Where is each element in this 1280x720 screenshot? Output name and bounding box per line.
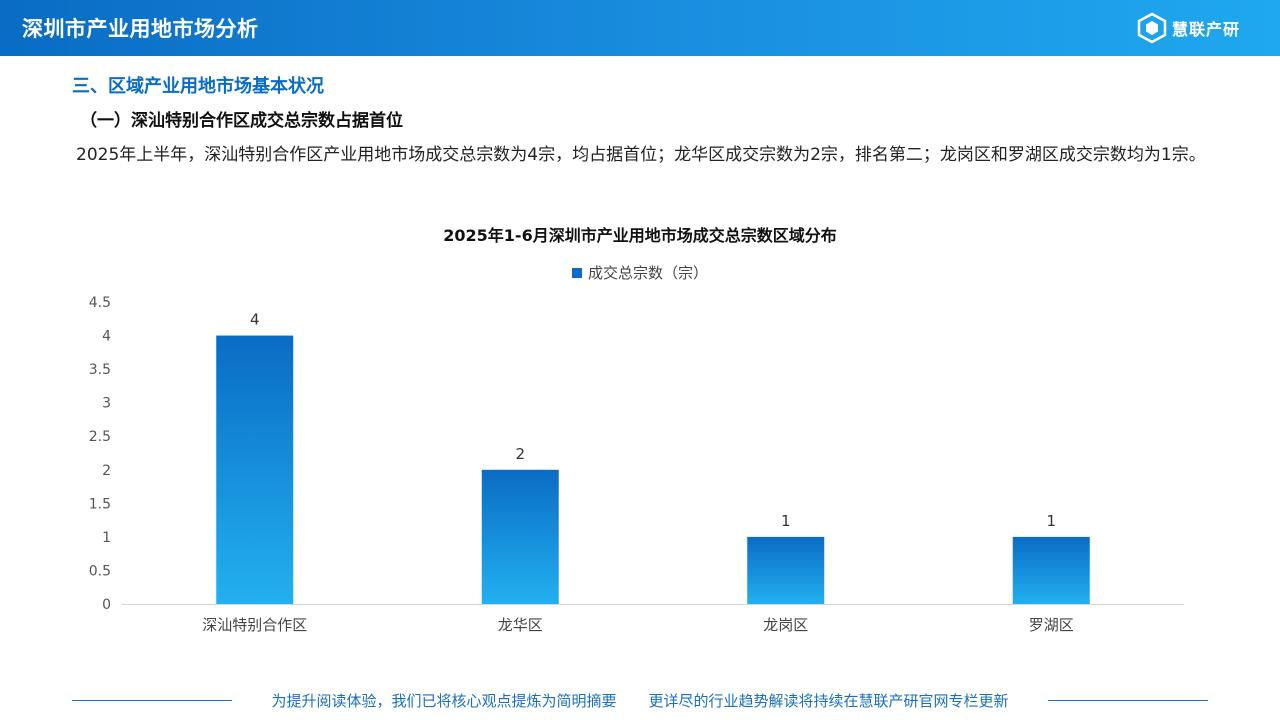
bar-data-label: 2 bbox=[515, 445, 525, 463]
y-tick-label: 4 bbox=[102, 329, 111, 345]
section-title: 三、区域产业用地市场基本状况 bbox=[72, 76, 324, 97]
x-tick-label: 龙华区 bbox=[498, 616, 543, 634]
chart-legend: 成交总宗数（宗） bbox=[0, 262, 1280, 283]
bar-data-label: 1 bbox=[781, 512, 791, 530]
footer-note-right: 更详尽的行业趋势解读将持续在慧联产研官网专栏更新 bbox=[648, 692, 1009, 710]
bar-data-label: 1 bbox=[1046, 512, 1056, 530]
bar bbox=[747, 536, 825, 604]
chart-title: 2025年1-6月深圳市产业用地市场成交总宗数区域分布 bbox=[443, 226, 837, 245]
bar bbox=[216, 335, 294, 604]
y-tick-label: 3.5 bbox=[89, 362, 111, 378]
legend-swatch bbox=[571, 267, 582, 278]
footer-rule-right bbox=[1048, 700, 1208, 701]
y-tick-label: 3 bbox=[102, 396, 111, 412]
x-tick-label: 罗湖区 bbox=[1029, 616, 1074, 634]
page-title: 深圳市产业用地市场分析 bbox=[22, 17, 259, 41]
x-tick-label: 深汕特别合作区 bbox=[202, 616, 307, 634]
y-tick-label: 4.5 bbox=[89, 295, 111, 311]
legend-label: 成交总宗数（宗） bbox=[587, 264, 708, 282]
y-tick-label: 0.5 bbox=[89, 563, 111, 579]
y-tick-label: 1.5 bbox=[89, 496, 111, 512]
footer-note-left: 为提升阅读体验，我们已将核心观点提炼为简明摘要 bbox=[271, 692, 617, 710]
brand-logo: 慧联产研 bbox=[1136, 12, 1240, 44]
footer-note: 为提升阅读体验，我们已将核心观点提炼为简明摘要 更详尽的行业趋势解读将持续在慧联产… bbox=[0, 690, 1280, 711]
bar-chart: 0 0.5 1 1.5 2 2.5 3 3.5 4 4.5 4 2 1 1 深汕特别合作区 龙华区 龙岗区 罗… bbox=[89, 295, 1184, 634]
logo-text: 慧联产研 bbox=[1172, 20, 1241, 39]
y-tick-label: 2.5 bbox=[89, 429, 111, 445]
bar bbox=[481, 469, 559, 604]
bar bbox=[1012, 536, 1090, 604]
y-tick-label: 1 bbox=[102, 530, 111, 546]
summary-paragraph: 2025年上半年，深汕特别合作区产业用地市场成交总宗数为4宗，均占据首位；龙华区… bbox=[76, 145, 1206, 165]
bar-data-label: 4 bbox=[250, 311, 260, 329]
subsection-title: （一）深汕特别合作区成交总宗数占据首位 bbox=[80, 111, 403, 131]
header-bar: 深圳市产业用地市场分析 慧联产研 bbox=[0, 0, 1280, 56]
x-tick-label: 龙岗区 bbox=[763, 616, 808, 634]
footer-rule-left bbox=[72, 700, 232, 701]
y-tick-label: 0 bbox=[102, 597, 111, 613]
cube-logo-icon bbox=[1137, 12, 1167, 44]
y-tick-label: 2 bbox=[102, 463, 111, 479]
